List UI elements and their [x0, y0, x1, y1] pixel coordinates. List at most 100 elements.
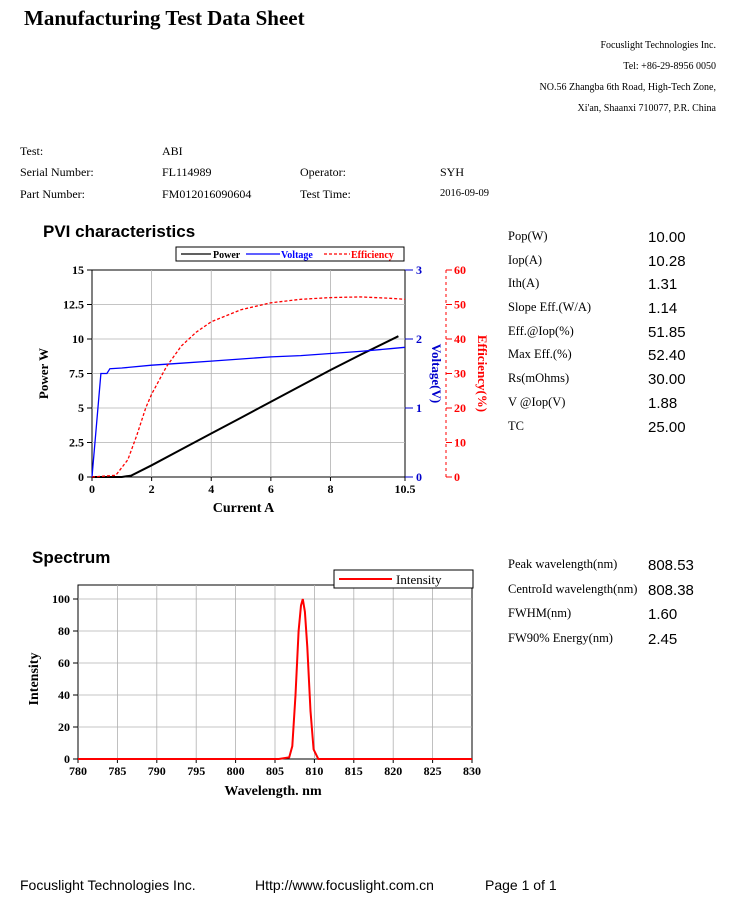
pvi-param-row: Slope Eff.(W/A) 1.14: [508, 298, 728, 322]
part-label: Part Number:: [20, 187, 85, 201]
spectrum-params-panel: Peak wavelength(nm) 808.53 CentroId wavele…: [508, 555, 728, 653]
efficiency-tick-label: 40: [454, 332, 466, 346]
spectrum-param-value: 2.45: [648, 630, 678, 648]
pvi-params-panel: Pop(W) 10.00 Iop(A) 10.28 Ith(A) 1.31 Slope Ef…: [508, 227, 728, 440]
pvi-section-title: PVI characteristics: [43, 222, 196, 241]
voltage-tick-label: 1: [416, 401, 422, 415]
test-value: ABI: [162, 144, 183, 158]
pvi-param-label: V @Iop(V): [508, 394, 566, 409]
spectrum-param-row: FW90% Energy(nm) 2.45: [508, 629, 728, 654]
pvi-param-value: 10.28: [648, 252, 686, 270]
x-tick-label: 815: [345, 764, 363, 778]
voltage-tick-label: 0: [416, 470, 422, 484]
serial-label: Serial Number:: [20, 165, 94, 179]
x-axis-label: Wavelength. nm: [224, 784, 322, 799]
pvi-param-row: V @Iop(V) 1.88: [508, 393, 728, 417]
voltage-tick-label: 2: [416, 332, 422, 346]
legend-label-efficiency: Efficiency: [351, 250, 394, 261]
operator-value: SYH: [440, 165, 465, 179]
pvi-param-label: Eff.@Iop(%): [508, 323, 574, 338]
spectrum-param-label: FW90% Energy(nm): [508, 630, 613, 645]
pvi-param-label: Max Eff.(%): [508, 347, 572, 362]
page-title: Manufacturing Test Data Sheet: [24, 6, 305, 30]
spectrum-param-value: 1.60: [648, 606, 678, 623]
legend-label-power: Power: [213, 250, 241, 261]
time-label: Test Time:: [300, 187, 351, 201]
pvi-param-value: 51.85: [648, 323, 686, 341]
pvi-param-value: 1.88: [648, 394, 678, 412]
pvi-param-label: TC: [508, 418, 524, 433]
pvi-param-label: Pop(W): [508, 229, 548, 243]
pvi-param-row: TC 25.00: [508, 417, 728, 441]
x-tick-label: 810: [305, 764, 323, 778]
y-tick-label: 80: [58, 624, 70, 638]
y-tick-label: 40: [58, 688, 70, 702]
efficiency-series-line: [91, 296, 406, 478]
power-tick-label: 0: [78, 470, 84, 484]
x-axis-label: Current A: [213, 501, 275, 516]
footer-url[interactable]: Http://www.focuslight.com.cn: [255, 877, 434, 893]
company-phone: Tel: +86-29-8956 0050: [623, 61, 716, 72]
footer-page: Page 1 of 1: [485, 877, 557, 893]
pvi-param-row: Rs(mOhms) 30.00: [508, 369, 728, 393]
x-tick-label: 0: [89, 482, 95, 496]
y-tick-label: 60: [58, 656, 70, 670]
test-label: Test:: [20, 144, 44, 158]
x-tick-label: 820: [384, 764, 402, 778]
power-tick-label: 2.5: [69, 436, 84, 450]
pvi-legend: Power Voltage Efficiency: [175, 246, 405, 262]
pvi-param-row: Eff.@Iop(%) 51.85: [508, 322, 728, 346]
part-value: FM012016090604: [162, 187, 252, 201]
power-tick-label: 7.5: [69, 367, 84, 381]
pvi-param-value: 1.31: [648, 276, 678, 294]
spectrum-param-row: Peak wavelength(nm) 808.53: [508, 555, 728, 580]
spectrum-param-value: 808.38: [648, 581, 694, 599]
operator-label: Operator:: [300, 165, 346, 179]
efficiency-axis-label: Efficiency(%): [475, 335, 490, 412]
efficiency-tick-label: 20: [454, 401, 466, 415]
power-series-line: [92, 335, 399, 478]
voltage-tick-label: 3: [416, 263, 422, 277]
x-tick-label: 8: [327, 482, 333, 496]
spectrum-param-row: CentroId wavelength(nm) 808.38: [508, 580, 728, 605]
x-tick-label: 790: [148, 764, 166, 778]
x-tick-label: 785: [108, 764, 126, 778]
footer-company: Focuslight Technologies Inc.: [20, 877, 196, 893]
y-tick-label: 0: [64, 752, 70, 766]
company-address-line1: NO.56 Zhangba 6th Road, High-Tech Zone,: [539, 82, 716, 93]
power-tick-label: 5: [78, 401, 84, 415]
pvi-param-label: Rs(mOhms): [508, 371, 570, 386]
pvi-param-row: Iop(A) 10.28: [508, 251, 728, 275]
spectrum-param-label: FWHM(nm): [508, 606, 572, 620]
pvi-param-value: 1.14: [648, 300, 678, 318]
pvi-param-value: 25.00: [648, 418, 686, 436]
legend-box: [333, 569, 474, 589]
power-axis-label: Power W: [36, 348, 51, 399]
voltage-axis-label: Voltage(V): [429, 344, 444, 403]
x-tick-label: 800: [227, 764, 245, 778]
x-tick-label: 2: [149, 482, 155, 496]
company-name: Focuslight Technologies Inc.: [600, 40, 717, 51]
pvi-param-row: Max Eff.(%) 52.40: [508, 345, 728, 369]
efficiency-tick-label: 30: [454, 367, 466, 381]
spectrum-legend: Intensity: [333, 569, 474, 589]
x-tick-label: 4: [208, 482, 214, 496]
spectrum-param-label: Peak wavelength(nm): [508, 557, 618, 571]
x-tick-label: 830: [463, 764, 481, 778]
pvi-param-row: Pop(W) 10.00: [508, 227, 728, 251]
legend-label-intensity: Intensity: [396, 572, 442, 587]
y-tick-label: 100: [52, 592, 70, 606]
y-tick-label: 20: [58, 720, 70, 734]
pvi-param-value: 10.00: [648, 229, 686, 246]
x-tick-label: 805: [266, 764, 284, 778]
legend-box: [175, 246, 405, 262]
spectrum-param-row: FWHM(nm) 1.60: [508, 604, 728, 629]
spectrum-param-label: CentroId wavelength(nm): [508, 581, 638, 596]
pvi-param-value: 30.00: [648, 371, 686, 389]
spectrum-section-title: Spectrum: [32, 548, 111, 567]
intensity-series-line: [78, 598, 472, 760]
pvi-param-label: Slope Eff.(W/A): [508, 300, 592, 315]
x-tick-label: 825: [424, 764, 442, 778]
x-tick-label: 795: [187, 764, 205, 778]
